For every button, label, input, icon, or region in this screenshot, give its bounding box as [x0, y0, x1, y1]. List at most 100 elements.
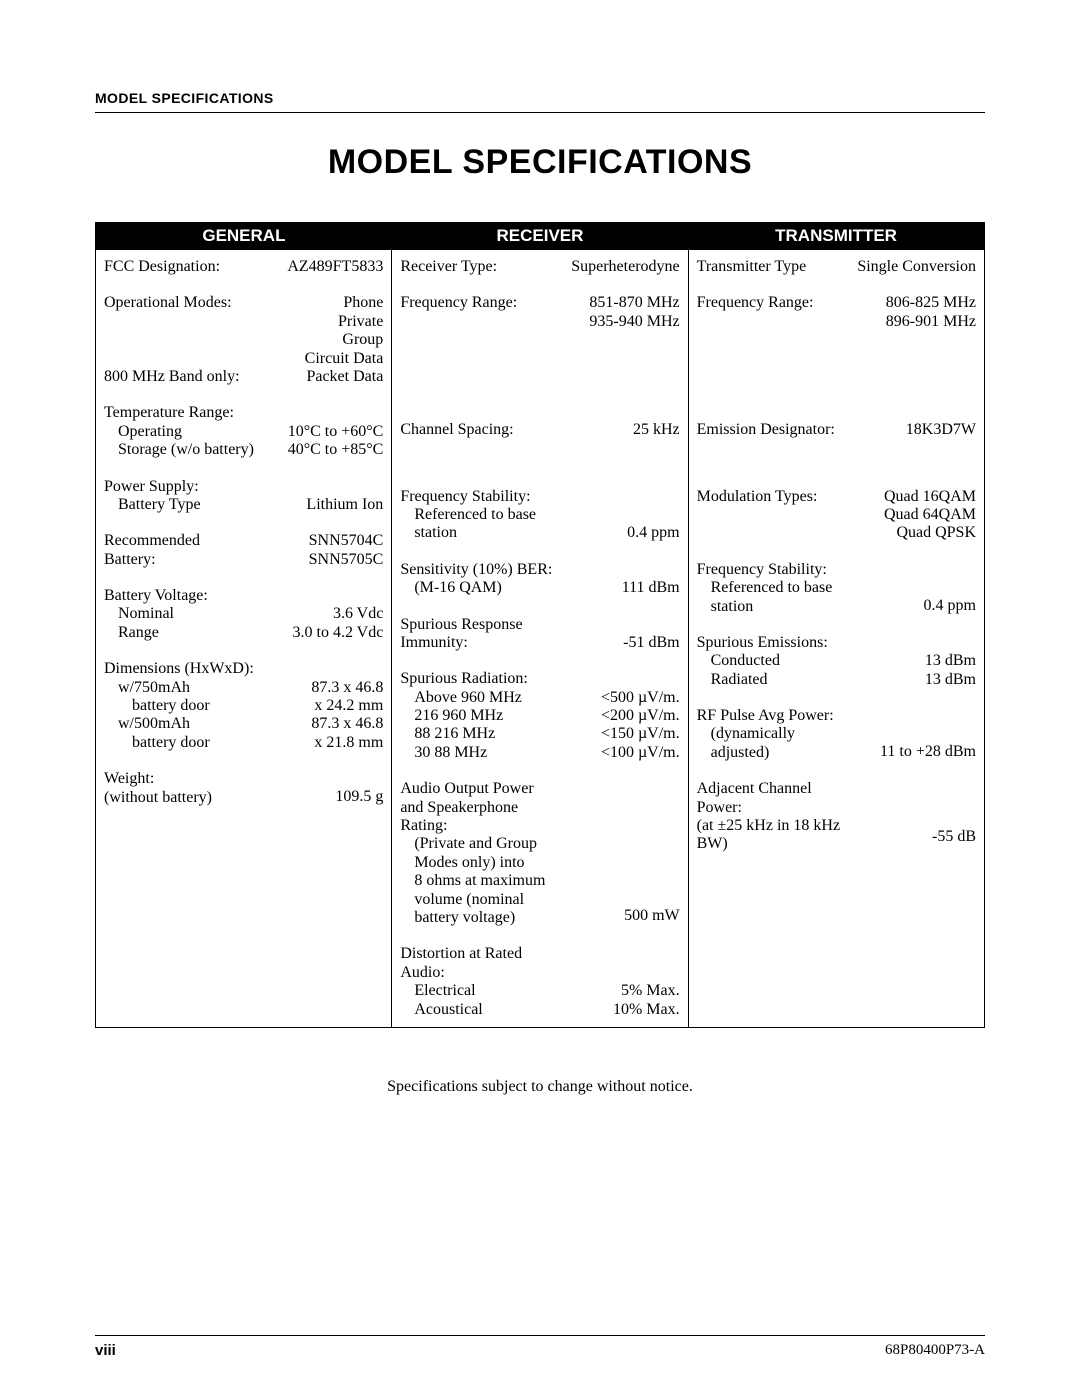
temp-storage-value: 40°C to +85°C — [288, 441, 384, 459]
band-800-value: Packet Data — [306, 368, 383, 386]
sensitivity-value: 111 dBm — [622, 579, 680, 597]
rf-pulse-sub: (dynamically adjusted) — [711, 725, 880, 762]
fcc-designation-label: FCC Designation: — [104, 258, 287, 276]
page: MODEL SPECIFICATIONS MODEL SPECIFICATION… — [0, 0, 1080, 1397]
rf-pulse-label: RF Pulse Avg Power: — [697, 707, 976, 725]
battery-type-value: Lithium Ion — [306, 496, 383, 514]
col-header-general: GENERAL — [96, 222, 392, 250]
receiver-section: Receiver Type: Superheterodyne Frequency… — [392, 250, 687, 1027]
sensitivity-sub: (M-16 QAM) — [414, 579, 621, 597]
operational-modes-label: Operational Modes: — [104, 294, 305, 312]
footer-rule — [95, 1335, 985, 1336]
spurious-rad-r4-l: 30 88 MHz — [414, 744, 601, 762]
spurious-rad-r3-v: <150 µV/m. — [601, 725, 680, 743]
power-supply-label: Power Supply: — [104, 478, 383, 496]
weight-value: 109.5 g — [335, 770, 383, 806]
rx-freq-range-value: 851-870 MHz 935-940 MHz — [589, 294, 679, 331]
audio-output-value: 500 mW — [624, 835, 680, 925]
modulation-types-label: Modulation Types: — [697, 488, 884, 506]
batt-range-label: Range — [118, 624, 293, 642]
footer: viii 68P80400P73-A — [95, 1335, 985, 1359]
page-number: viii — [95, 1342, 116, 1359]
dim-750-l2-value: x 24.2 mm — [314, 697, 383, 715]
channel-spacing-label: Channel Spacing: — [400, 421, 633, 439]
spurious-rad-r4-v: <100 µV/m. — [601, 744, 680, 762]
spurious-rad-label: Spurious Radiation: — [400, 670, 679, 688]
spurious-em-cond-label: Conducted — [711, 652, 925, 670]
rx-freq-stab-label: Frequency Stability: — [400, 488, 679, 506]
general-section: FCC Designation: AZ489FT5833 Operational… — [96, 250, 391, 815]
spurious-em-rad-label: Radiated — [711, 671, 925, 689]
tx-freq-range-label: Frequency Range: — [697, 294, 886, 312]
page-title: MODEL SPECIFICATIONS — [95, 143, 985, 182]
temp-storage-label: Storage (w/o battery) — [118, 441, 288, 459]
band-800-label: 800 MHz Band only: — [104, 368, 306, 386]
recommended-battery-label: Recommended Battery: — [104, 532, 309, 569]
temp-range-label: Temperature Range: — [104, 404, 383, 422]
distortion-acoustical-value: 10% Max. — [613, 1001, 680, 1019]
distortion-electrical-label: Electrical — [414, 982, 621, 1000]
col-header-transmitter: TRANSMITTER — [688, 222, 984, 250]
dimensions-label: Dimensions (HxWxD): — [104, 660, 383, 678]
emission-designator-label: Emission Designator: — [697, 421, 906, 439]
tx-freq-stab-sub: Referenced to base station — [711, 579, 924, 616]
audio-output-label: Audio Output Power and Speakerphone Rati… — [400, 780, 679, 835]
spurious-em-label: Spurious Emissions: — [697, 634, 976, 652]
transmitter-section: Transmitter Type Single Conversion Frequ… — [689, 250, 984, 862]
emission-designator-value: 18K3D7W — [906, 421, 976, 439]
spurious-rad-r3-l: 88 216 MHz — [414, 725, 601, 743]
distortion-label: Distortion at Rated Audio: — [400, 945, 679, 982]
dim-500-l1-label: w/500mAh — [118, 715, 311, 733]
rx-freq-stab-value: 0.4 ppm — [627, 506, 679, 542]
adj-channel-label: Adjacent Channel Power: (at ±25 kHz in 1… — [697, 780, 932, 854]
receiver-type-label: Receiver Type: — [400, 258, 571, 276]
batt-nominal-label: Nominal — [118, 605, 333, 623]
adj-channel-value: -55 dB — [932, 780, 976, 846]
fcc-designation-value: AZ489FT5833 — [287, 258, 383, 276]
col-header-receiver: RECEIVER — [392, 222, 688, 250]
spurious-rad-r2-v: <200 µV/m. — [601, 707, 680, 725]
battery-voltage-label: Battery Voltage: — [104, 587, 383, 605]
distortion-electrical-value: 5% Max. — [621, 982, 680, 1000]
spurious-resp-label: Spurious Response Immunity: — [400, 616, 623, 653]
spurious-rad-r2-l: 216 960 MHz — [414, 707, 601, 725]
modulation-types-value: Quad 16QAM Quad 64QAM Quad QPSK — [884, 488, 976, 543]
spec-table: GENERAL RECEIVER TRANSMITTER FCC Designa… — [95, 222, 985, 1028]
header-rule — [95, 112, 985, 113]
dim-750-l1-value: 87.3 x 46.8 — [311, 679, 383, 697]
spurious-rad-r1-l: Above 960 MHz — [414, 689, 601, 707]
doc-number: 68P80400P73-A — [885, 1342, 985, 1359]
dim-750-l2-label: battery door — [118, 697, 314, 715]
receiver-type-value: Superheterodyne — [571, 258, 679, 276]
sensitivity-label: Sensitivity (10%) BER: — [400, 561, 679, 579]
temp-operating-value: 10°C to +60°C — [288, 423, 384, 441]
operational-modes-values: Phone Private Group Circuit Data — [305, 294, 384, 368]
tx-freq-range-value: 806-825 MHz 896-901 MHz — [886, 294, 976, 331]
tx-type-label: Transmitter Type — [697, 258, 858, 276]
batt-range-value: 3.0 to 4.2 Vdc — [293, 624, 384, 642]
dim-500-l2-label: battery door — [118, 734, 314, 752]
dim-500-l2-value: x 21.8 mm — [314, 734, 383, 752]
distortion-acoustical-label: Acoustical — [414, 1001, 613, 1019]
tx-freq-stab-label: Frequency Stability: — [697, 561, 976, 579]
footnote: Specifications subject to change without… — [95, 1078, 985, 1096]
header-label: MODEL SPECIFICATIONS — [95, 90, 985, 106]
audio-output-sub: (Private and Group Modes only) into 8 oh… — [414, 835, 624, 927]
tx-freq-stab-value: 0.4 ppm — [924, 579, 976, 615]
spurious-em-rad-value: 13 dBm — [925, 671, 976, 689]
spurious-em-cond-value: 13 dBm — [925, 652, 976, 670]
channel-spacing-value: 25 kHz — [633, 421, 680, 439]
recommended-battery-values: SNN5704C SNN5705C — [309, 532, 384, 569]
batt-nominal-value: 3.6 Vdc — [333, 605, 383, 623]
dim-750-l1-label: w/750mAh — [118, 679, 311, 697]
dim-500-l1-value: 87.3 x 46.8 — [311, 715, 383, 733]
spurious-resp-value: -51 dBm — [623, 616, 679, 652]
rx-freq-range-label: Frequency Range: — [400, 294, 589, 312]
rf-pulse-value: 11 to +28 dBm — [880, 725, 976, 761]
rx-freq-stab-sub: Referenced to base station — [414, 506, 627, 543]
battery-type-label: Battery Type — [118, 496, 306, 514]
temp-operating-label: Operating — [118, 423, 288, 441]
tx-type-value: Single Conversion — [857, 258, 976, 276]
spurious-rad-r1-v: <500 µV/m. — [601, 689, 680, 707]
weight-label: Weight: (without battery) — [104, 770, 335, 807]
